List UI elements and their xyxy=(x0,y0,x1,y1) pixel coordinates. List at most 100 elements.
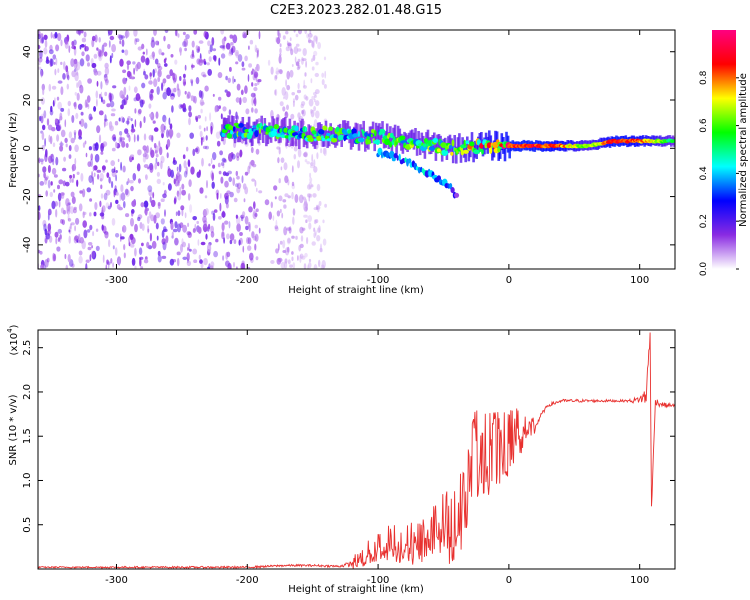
noise-speckle xyxy=(248,161,252,170)
noise-speckle xyxy=(114,185,117,192)
y-tick-label: 1.5 xyxy=(22,428,33,444)
ridge-blob xyxy=(463,139,466,147)
y-tick-label: 0 xyxy=(22,145,33,151)
noise-speckle xyxy=(170,54,174,58)
noise-speckle xyxy=(183,73,186,79)
noise-speckle xyxy=(293,46,299,54)
noise-speckle xyxy=(313,50,318,57)
noise-speckle xyxy=(87,246,92,251)
noise-speckle xyxy=(292,262,296,269)
noise-speckle xyxy=(228,109,232,116)
x-tick-label: 0 xyxy=(506,275,512,286)
noise-speckle xyxy=(74,131,76,140)
noise-speckle xyxy=(74,225,76,232)
noise-speckle xyxy=(155,212,161,219)
noise-speckle xyxy=(232,177,235,186)
noise-speckle xyxy=(258,190,263,194)
noise-speckle xyxy=(145,48,148,56)
noise-speckle xyxy=(288,226,292,234)
noise-speckle xyxy=(126,63,130,70)
noise-speckle xyxy=(301,110,304,115)
noise-speckle xyxy=(281,87,286,96)
noise-speckle xyxy=(296,89,302,94)
noise-speckle xyxy=(282,35,286,40)
noise-speckle xyxy=(176,223,182,233)
noise-speckle xyxy=(225,260,230,268)
noise-speckle xyxy=(252,235,257,241)
noise-speckle xyxy=(163,58,167,64)
ridge-halo xyxy=(503,144,507,162)
noise-speckle xyxy=(148,211,152,219)
noise-speckle xyxy=(120,161,122,171)
noise-speckle xyxy=(251,178,256,182)
ridge-blob xyxy=(233,132,238,140)
noise-speckle xyxy=(78,136,83,140)
snr-series xyxy=(38,332,675,569)
noise-speckle xyxy=(129,243,135,248)
noise-speckle xyxy=(279,240,283,245)
noise-speckle xyxy=(165,240,168,246)
noise-speckle xyxy=(270,201,273,209)
noise-speckle xyxy=(122,78,127,85)
noise-speckle xyxy=(114,247,118,256)
noise-speckle xyxy=(133,67,136,75)
ridge-blob xyxy=(384,138,391,145)
noise-speckle xyxy=(255,73,258,83)
noise-speckle xyxy=(43,34,48,40)
noise-speckle xyxy=(176,258,180,267)
noise-speckle xyxy=(107,260,110,269)
noise-speckle xyxy=(53,61,56,65)
noise-speckle xyxy=(212,212,216,221)
ridge-blob xyxy=(311,130,317,135)
ridge-halo xyxy=(508,141,511,159)
noise-speckle xyxy=(247,237,252,245)
noise-speckle xyxy=(65,65,69,73)
noise-speckle xyxy=(44,39,48,48)
ridge-blob xyxy=(374,130,377,137)
noise-speckle xyxy=(61,192,65,199)
noise-speckle xyxy=(141,82,146,89)
noise-speckle xyxy=(71,163,77,172)
noise-speckle xyxy=(100,81,103,90)
y-tick-label: 20 xyxy=(22,94,33,107)
noise-speckle xyxy=(192,248,198,255)
noise-speckle xyxy=(61,219,65,226)
noise-speckle xyxy=(229,34,234,39)
noise-speckle xyxy=(184,64,187,71)
noise-speckle xyxy=(69,178,72,183)
noise-speckle xyxy=(216,140,221,147)
noise-speckle xyxy=(73,206,77,210)
noise-speckle xyxy=(124,30,130,38)
noise-speckle xyxy=(53,174,58,178)
noise-speckle xyxy=(270,66,274,75)
noise-speckle xyxy=(55,237,58,245)
noise-speckle xyxy=(51,167,57,175)
noise-speckle xyxy=(205,135,208,141)
ridge-blob xyxy=(304,127,307,132)
noise-speckle xyxy=(303,94,307,100)
noise-speckle xyxy=(210,125,213,135)
noise-speckle xyxy=(144,149,148,154)
noise-speckle xyxy=(96,98,98,107)
noise-speckle xyxy=(41,70,44,76)
noise-speckle xyxy=(231,153,236,160)
noise-speckle xyxy=(175,211,178,217)
noise-speckle xyxy=(139,222,143,229)
noise-speckle xyxy=(302,202,308,211)
noise-speckle xyxy=(175,176,178,181)
noise-speckle xyxy=(184,212,187,219)
noise-speckle xyxy=(41,36,45,44)
noise-speckle xyxy=(103,42,108,47)
ridge-blob xyxy=(335,126,340,133)
noise-speckle xyxy=(313,119,318,128)
noise-speckle xyxy=(48,49,54,55)
noise-speckle xyxy=(150,39,156,48)
noise-speckle xyxy=(87,103,90,110)
y-tick-label: -40 xyxy=(22,237,33,253)
noise-speckle xyxy=(218,57,221,66)
noise-speckle xyxy=(110,160,115,167)
noise-speckle xyxy=(148,80,153,85)
noise-speckle xyxy=(203,58,206,64)
noise-speckle xyxy=(203,127,206,132)
noise-speckle xyxy=(303,206,308,212)
